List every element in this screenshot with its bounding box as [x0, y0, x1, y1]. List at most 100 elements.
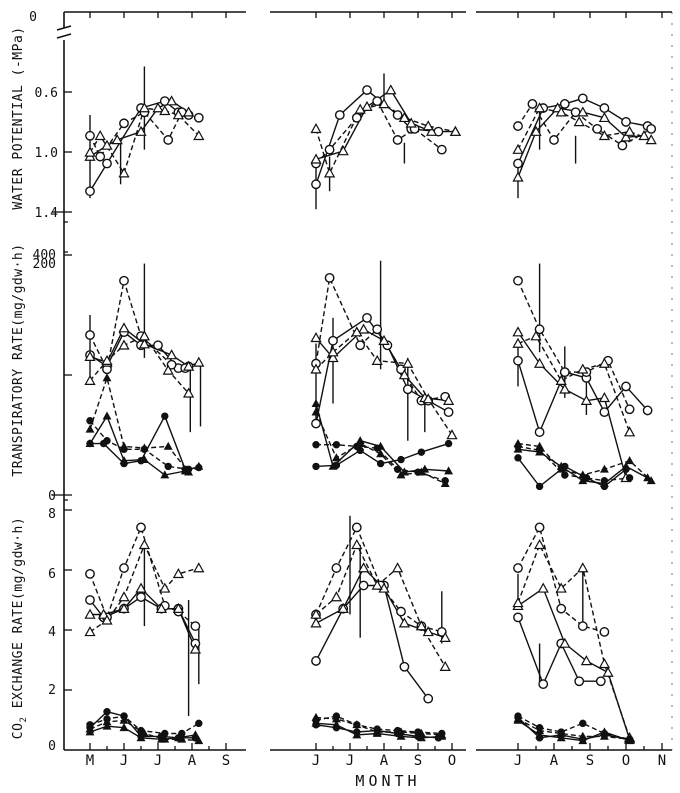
- data-point-open-triangle: [555, 374, 567, 385]
- data-point-open-triangle: [537, 582, 549, 593]
- series-line: [517, 543, 631, 739]
- data-point-filled-circle: [376, 459, 385, 468]
- data-point-open-triangle: [152, 102, 164, 113]
- data-point-open-triangle: [580, 655, 593, 666]
- y-axis-label-co2-subscript: 2: [19, 717, 29, 723]
- y-axis-label-transpiratory-rate: TRANSPIRATORY RATE(mg/gdw·h): [11, 243, 26, 476]
- data-point-filled-triangle: [163, 441, 173, 450]
- data-point-filled-triangle: [599, 464, 609, 473]
- data-point-filled-triangle: [599, 478, 609, 487]
- data-point-open-triangle: [172, 602, 185, 613]
- data-point-open-triangle: [101, 139, 113, 150]
- y-tick-label: 0: [48, 489, 56, 504]
- data-point-open-triangle: [310, 363, 322, 374]
- y-axis-label-co2-exchange-rate: CO2 EXCHANGE RATE(mg/gdw·h): [11, 517, 29, 739]
- data-point-filled-triangle: [194, 736, 204, 745]
- data-point-open-triangle: [512, 597, 524, 608]
- data-point-filled-triangle: [416, 733, 426, 742]
- data-point-open-circle: [311, 179, 321, 190]
- data-point-open-circle: [136, 522, 146, 533]
- data-point-filled-triangle: [85, 424, 95, 433]
- data-point-open-circle: [538, 679, 549, 690]
- data-point-open-triangle: [598, 111, 611, 123]
- data-point-open-triangle: [371, 579, 383, 590]
- data-point-open-circle: [617, 140, 628, 151]
- data-point-open-circle: [119, 275, 129, 286]
- data-point-filled-triangle: [352, 720, 362, 729]
- data-point-open-triangle: [398, 369, 411, 380]
- data-point-filled-circle: [312, 441, 320, 449]
- data-point-open-triangle: [155, 602, 168, 613]
- data-point-open-circle: [599, 627, 610, 637]
- data-point-open-triangle: [351, 326, 363, 337]
- data-point-filled-triangle: [556, 728, 566, 737]
- data-point-filled-circle: [164, 462, 172, 471]
- data-point-open-triangle: [422, 120, 434, 131]
- data-point-open-circle: [402, 384, 413, 395]
- data-point-filled-triangle: [578, 476, 588, 485]
- data-point-open-triangle: [623, 426, 636, 437]
- data-point-filled-triangle: [331, 714, 341, 723]
- series-line: [315, 525, 442, 633]
- data-point-open-circle: [392, 135, 403, 145]
- data-point-open-circle: [119, 563, 129, 573]
- data-point-open-circle: [328, 335, 338, 346]
- data-point-filled-triangle: [160, 734, 170, 743]
- data-point-filled-triangle: [416, 728, 426, 737]
- data-point-open-circle: [136, 592, 146, 602]
- data-point-filled-circle: [103, 437, 111, 445]
- data-point-filled-circle: [161, 412, 169, 420]
- data-point-open-triangle: [357, 323, 370, 334]
- data-point-open-circle: [436, 144, 447, 155]
- data-point-open-circle: [362, 312, 372, 323]
- data-point-filled-triangle: [440, 478, 450, 487]
- data-point-filled-circle: [579, 719, 587, 728]
- month-label: J: [154, 753, 162, 769]
- data-point-open-circle: [392, 110, 403, 120]
- data-point-filled-triangle: [535, 725, 545, 734]
- x-axis-title: MONTH: [355, 772, 420, 790]
- data-point-open-circle: [372, 324, 383, 335]
- data-point-open-triangle: [398, 617, 411, 628]
- data-point-open-triangle: [118, 602, 130, 613]
- series-line: [315, 543, 446, 668]
- month-label: J: [514, 753, 522, 769]
- data-point-open-circle: [513, 121, 523, 131]
- month-label: J: [120, 753, 128, 769]
- month-label: J: [312, 753, 320, 769]
- data-point-filled-triangle: [311, 407, 321, 416]
- data-point-open-triangle: [422, 626, 434, 637]
- data-point-open-triangle: [577, 106, 589, 117]
- data-point-filled-triangle: [119, 715, 129, 724]
- data-point-open-circle: [599, 407, 610, 418]
- data-point-open-triangle: [101, 354, 113, 365]
- data-point-open-triangle: [193, 129, 205, 141]
- data-point-filled-triangle: [416, 467, 426, 476]
- data-point-open-circle: [119, 118, 129, 129]
- data-point-filled-triangle: [85, 438, 95, 447]
- data-point-open-triangle: [172, 568, 185, 579]
- month-label: S: [586, 753, 594, 769]
- data-point-open-triangle: [555, 582, 567, 593]
- data-point-filled-triangle: [119, 441, 129, 450]
- data-point-open-triangle: [118, 167, 130, 178]
- data-point-filled-circle: [561, 471, 569, 479]
- data-point-filled-triangle: [352, 730, 362, 739]
- data-point-open-triangle: [415, 620, 428, 631]
- data-point-filled-triangle: [311, 712, 321, 721]
- data-point-open-circle: [549, 135, 559, 145]
- y-tick-label: 8: [48, 507, 56, 522]
- data-point-filled-circle: [86, 417, 94, 425]
- data-point-open-triangle: [580, 394, 593, 405]
- data-point-filled-triangle: [578, 470, 588, 479]
- month-label: A: [380, 753, 389, 769]
- series-line: [517, 457, 627, 488]
- data-point-filled-triangle: [625, 734, 635, 743]
- data-point-filled-triangle: [119, 456, 129, 465]
- data-point-open-triangle: [310, 608, 322, 619]
- data-point-open-triangle: [357, 562, 370, 573]
- data-point-open-triangle: [193, 356, 205, 367]
- y-tick-label: 1.0: [35, 146, 58, 161]
- data-point-open-triangle: [327, 352, 339, 363]
